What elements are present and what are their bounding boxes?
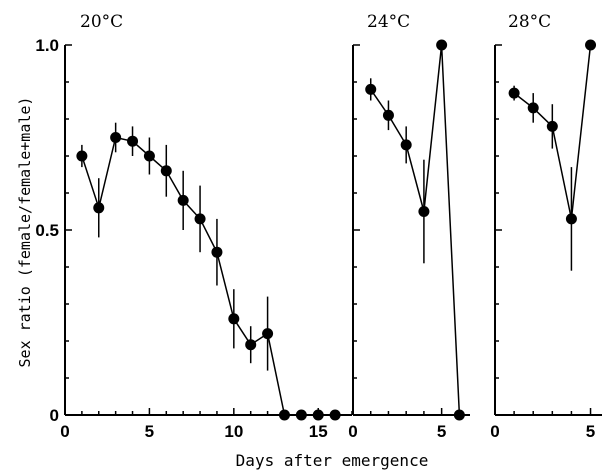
- panel-title: 20°C: [80, 12, 123, 32]
- data-point: [245, 339, 257, 351]
- x-tick-label: 5: [145, 422, 154, 441]
- y-tick-label: 0.5: [35, 221, 59, 240]
- y-tick-label: 1.0: [35, 36, 59, 55]
- data-point: [453, 409, 465, 421]
- data-point: [400, 139, 412, 151]
- data-point: [93, 202, 105, 214]
- data-point: [436, 39, 448, 51]
- data-point: [295, 409, 307, 421]
- panel-title: 24°C: [367, 12, 410, 32]
- data-point: [527, 102, 539, 114]
- data-point: [143, 150, 155, 162]
- x-axis-label: Days after emergence: [236, 451, 429, 470]
- series-line: [370, 44, 461, 416]
- data-point: [160, 165, 172, 177]
- x-tick-label: 0: [60, 422, 69, 441]
- y-axis-label: Sex ratio (female/female+male): [16, 97, 34, 368]
- data-point: [418, 206, 430, 217]
- data-point: [76, 150, 88, 162]
- data-point: [278, 409, 290, 421]
- data-point: [211, 246, 223, 258]
- data-point: [508, 87, 520, 99]
- data-point: [585, 39, 597, 51]
- x-tick-label: 10: [224, 422, 243, 441]
- panel-0: 20°C 0 0.5 1.0 0 5 10 15: [35, 12, 353, 441]
- x-tick-label: 5: [437, 422, 446, 441]
- data-point: [329, 409, 341, 421]
- panel-2: 28°C 0 5: [490, 12, 602, 441]
- x-tick-label: 0: [490, 422, 499, 441]
- series-line: [81, 136, 336, 416]
- x-tick-label: 15: [309, 422, 328, 441]
- data-point: [110, 132, 122, 143]
- data-point: [127, 135, 139, 147]
- data-point: [565, 213, 577, 225]
- x-tick-label: 0: [348, 422, 357, 441]
- x-tick-label: 5: [586, 422, 595, 441]
- data-point: [177, 194, 189, 206]
- panel-1: 24°C 0 5: [348, 12, 470, 441]
- data-point: [365, 83, 377, 95]
- data-point: [382, 109, 394, 121]
- panel-title: 28°C: [508, 12, 551, 32]
- data-point: [228, 313, 240, 325]
- y-tick-label: 0: [50, 406, 59, 425]
- data-point: [262, 328, 274, 340]
- panels-group: 20°C 0 0.5 1.0 0 5 10 15 24°C 0 5 28°C 0 5: [35, 12, 602, 441]
- data-point: [312, 409, 324, 421]
- data-point: [194, 213, 206, 225]
- data-point: [546, 120, 558, 132]
